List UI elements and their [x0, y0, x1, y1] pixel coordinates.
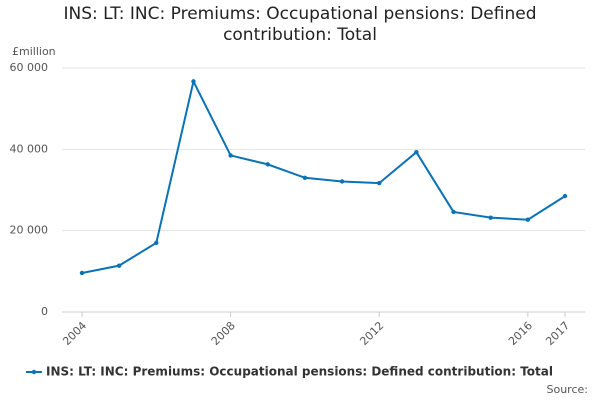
- x-tick-label: 2012: [357, 319, 386, 348]
- y-tick-label: 60 000: [10, 61, 49, 74]
- point: [265, 162, 270, 167]
- x-tick-label: 2017: [543, 319, 572, 348]
- point: [562, 193, 568, 199]
- legend-marker: [31, 369, 37, 375]
- point: [377, 180, 382, 186]
- y-tick-label: 40 000: [10, 142, 49, 155]
- y-axis-label: £million: [12, 45, 56, 58]
- point: [451, 209, 456, 215]
- point: [339, 179, 345, 184]
- line: [81, 78, 566, 274]
- point: [154, 240, 159, 246]
- point: [488, 215, 493, 220]
- source: Source:: [547, 383, 589, 396]
- point: [79, 270, 85, 276]
- point: [525, 217, 531, 222]
- point: [116, 263, 122, 268]
- y-tick-label: 0: [41, 305, 48, 318]
- point: [302, 175, 308, 180]
- y-tick-label: 20 000: [10, 224, 49, 237]
- legend-label: INS: LT: INC: Premiums: Occupational pen…: [46, 365, 553, 379]
- chart-title: INS: LT: INC: Premiums: Occupational pen…: [63, 4, 537, 45]
- point: [414, 149, 419, 155]
- x-tick-label: 2004: [60, 319, 89, 348]
- x-tick-label: 2016: [506, 319, 535, 348]
- x-tick-label: 2008: [209, 319, 238, 348]
- point: [228, 153, 233, 158]
- point: [191, 79, 196, 84]
